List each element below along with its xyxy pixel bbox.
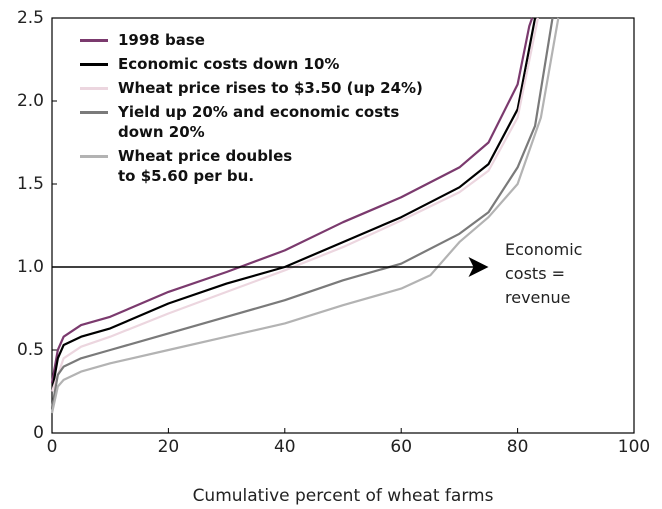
legend-item: Wheat price rises to $3.50 (up 24%) <box>80 78 423 98</box>
legend: 1998 base Economic costs down 10% Wheat pr… <box>80 30 423 190</box>
legend-swatch <box>80 39 108 42</box>
legend-swatch <box>80 155 108 158</box>
series-line <box>50 17 537 392</box>
y-tick-label: 2.0 <box>17 91 44 111</box>
x-tick-label: 60 <box>390 437 412 457</box>
annotation: Economic costs = revenue <box>505 240 583 307</box>
y-tick-label: 1.5 <box>17 174 44 194</box>
legend-label: Wheat price rises to $3.50 (up 24%) <box>118 79 423 97</box>
legend-item: 1998 base <box>80 30 423 50</box>
x-tick-label: 0 <box>47 437 58 457</box>
series-line <box>50 17 534 384</box>
legend-item: Yield up 20% and economic costs down 20% <box>80 102 423 142</box>
x-tick-label: 100 <box>618 437 650 457</box>
legend-label: Yield up 20% and economic costs down 20% <box>118 103 400 141</box>
y-tick-label: 2.5 <box>17 8 44 28</box>
series-line <box>50 17 560 414</box>
legend-swatch <box>80 87 108 90</box>
arrow-head <box>468 257 489 277</box>
x-tick-label: 20 <box>158 437 180 457</box>
legend-label: Economic costs down 10% <box>118 55 340 73</box>
legend-item: Economic costs down 10% <box>80 54 423 74</box>
y-tick-label: 1.0 <box>17 257 44 277</box>
series-line <box>50 17 540 392</box>
x-axis-label: Cumulative percent of wheat farms <box>193 486 494 506</box>
legend-label: 1998 base <box>118 31 205 49</box>
y-tick-label: 0.5 <box>17 340 44 360</box>
y-tick-label: 0 <box>33 423 44 443</box>
legend-swatch <box>80 63 108 66</box>
legend-label: Wheat price doubles to $5.60 per bu. <box>118 147 293 185</box>
legend-item: Wheat price doubles to $5.60 per bu. <box>80 146 423 186</box>
series-line <box>50 17 554 409</box>
plot-frame <box>51 17 635 434</box>
x-tick-label: 40 <box>274 437 296 457</box>
legend-swatch <box>80 111 108 114</box>
x-tick-label: 80 <box>507 437 529 457</box>
